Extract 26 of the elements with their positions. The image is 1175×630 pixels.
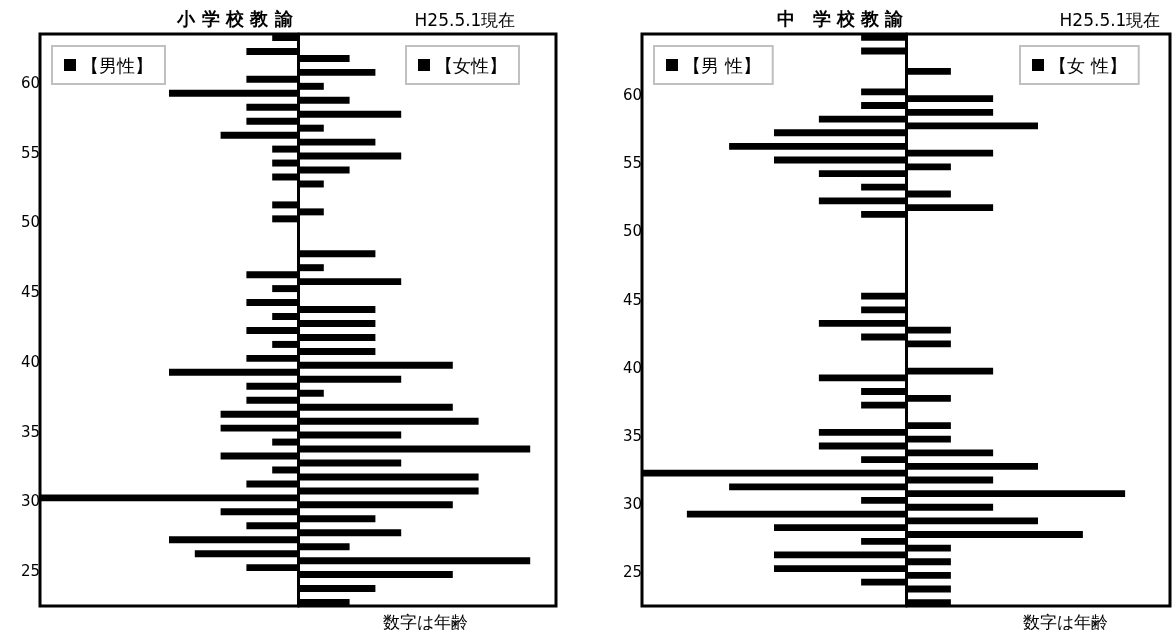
y-tick-label: 25: [20, 562, 40, 581]
y-tick-label: 50: [20, 213, 40, 232]
y-tick-label: 40: [622, 358, 642, 377]
legend-label: 【男性】: [81, 54, 153, 76]
y-tick-label: 45: [622, 290, 642, 309]
y-tick-label: 55: [20, 143, 40, 162]
y-tick-label: 25: [622, 562, 642, 581]
chart-title: 小 学 校 教 諭: [176, 7, 294, 29]
y-tick-label: 30: [20, 492, 40, 511]
y-tick-label: 60: [20, 73, 40, 92]
legend-label: 【女 性】: [1049, 54, 1127, 76]
text: H25.5.1現在: [414, 9, 516, 30]
y-tick-label: 60: [622, 86, 642, 105]
text: H25.5.1現在: [1059, 9, 1161, 30]
text: 数字は年齢: [382, 611, 468, 630]
y-tick-label: 35: [622, 426, 642, 445]
legend-label: 【男 性】: [683, 54, 761, 76]
y-tick-label: 35: [20, 422, 40, 441]
chart-title: 中 学 校 教 諭: [776, 7, 905, 29]
text: 数字は年齢: [1022, 611, 1108, 630]
y-tick-label: 50: [622, 222, 642, 241]
y-tick-label: 30: [622, 494, 642, 513]
y-tick-label: 55: [622, 154, 642, 173]
y-tick-label: 45: [20, 283, 40, 302]
y-tick-label: 40: [20, 352, 40, 371]
legend-label: 【女性】: [435, 54, 507, 76]
